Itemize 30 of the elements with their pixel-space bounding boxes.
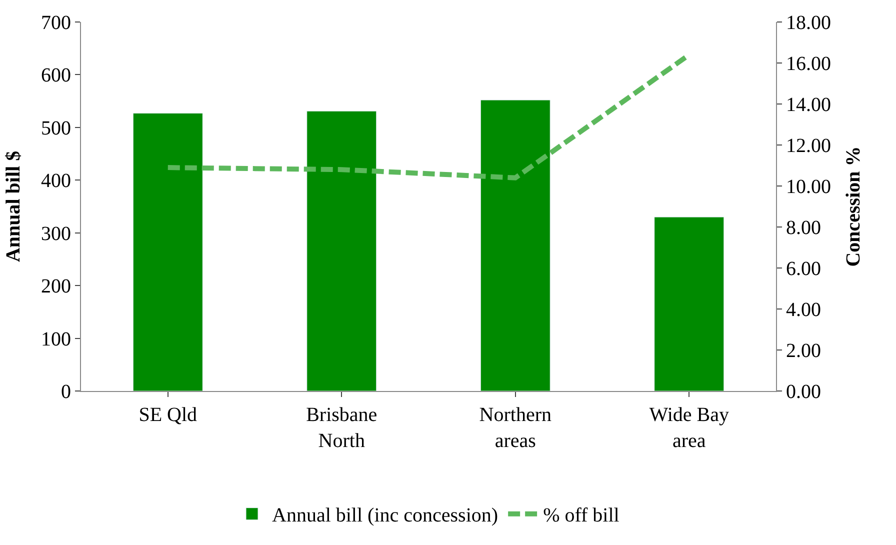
x-tick-label: Northern areas — [479, 404, 552, 452]
legend-label: % off bill — [543, 504, 620, 527]
y-tick-label: 0 — [61, 381, 71, 403]
y2-tick-label: 8.00 — [786, 217, 821, 239]
y2-axis-title: Concession % — [842, 146, 864, 267]
y2-tick-label: 10.00 — [786, 176, 831, 198]
x-tick-label: Wide Bay area — [649, 404, 729, 452]
y2-tick-label: 16.00 — [786, 53, 831, 75]
y2-tick-label: 0.00 — [786, 381, 821, 403]
x-tick-label: SE Qld — [138, 404, 198, 426]
y2-tick-label: 14.00 — [786, 94, 831, 116]
bar — [306, 110, 377, 391]
bar — [132, 112, 203, 391]
y-tick-label: 300 — [41, 222, 71, 245]
y2-tick-label: 18.00 — [786, 12, 831, 34]
y2-tick-label: 2.00 — [786, 340, 821, 362]
legend-label: Annual bill (inc concession) — [272, 504, 498, 527]
y-tick-label: 100 — [41, 328, 71, 350]
y-tick-label: 700 — [41, 12, 71, 34]
y-axis-title: Annual bill $ — [2, 150, 24, 262]
y2-tick-label: 6.00 — [786, 258, 821, 280]
bar — [654, 216, 724, 391]
y-tick-label: 600 — [41, 64, 71, 87]
y-tick-label: 400 — [41, 170, 71, 192]
x-tick-label: Brisbane North — [306, 404, 378, 452]
y2-tick-label: 12.00 — [786, 135, 831, 157]
y2-tick-label: 4.00 — [786, 299, 821, 321]
y-tick-label: 500 — [41, 117, 71, 140]
bar — [480, 100, 550, 391]
y-tick-label: 200 — [41, 276, 71, 298]
